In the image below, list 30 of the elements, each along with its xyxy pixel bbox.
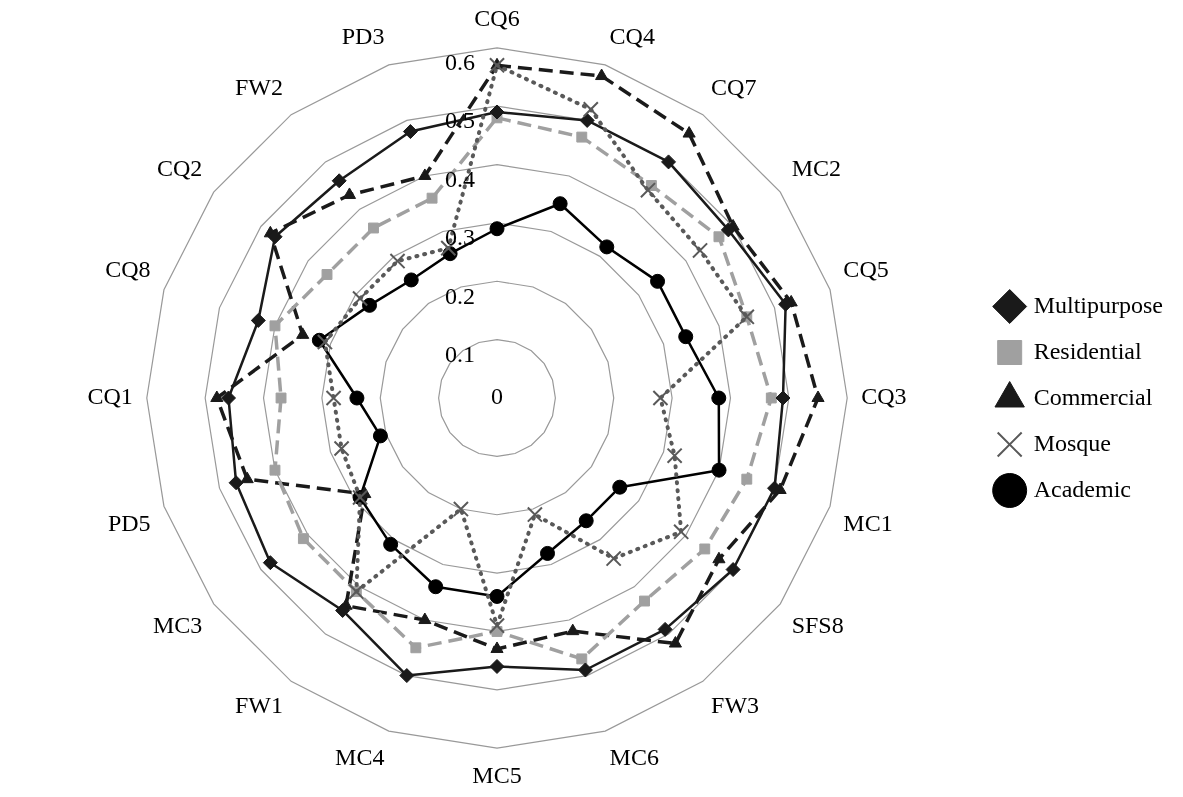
spoke-label: CQ5	[843, 256, 889, 283]
spoke-label: FW1	[234, 692, 283, 719]
spoke-label: CQ6	[474, 4, 520, 31]
spoke-label: SFS8	[791, 611, 844, 638]
y-tick-label: 0	[491, 383, 503, 410]
spoke-label: CQ3	[861, 383, 907, 410]
spoke-label: PD5	[107, 510, 151, 537]
y-tick-label: 0.4	[445, 165, 475, 192]
spoke-label: MC6	[609, 744, 659, 771]
legend-label: Residential	[1033, 337, 1142, 364]
spoke-label: CQ4	[609, 22, 655, 49]
legend-label: Commercial	[1033, 383, 1153, 410]
spoke-label: PD3	[341, 22, 385, 49]
spoke-label: CQ2	[157, 154, 203, 181]
spoke-label: MC3	[153, 611, 203, 638]
spoke-label: MC4	[335, 744, 385, 771]
spoke-label: MC2	[791, 154, 841, 181]
y-tick-label: 0.1	[445, 340, 475, 367]
spoke-label: CQ7	[711, 74, 757, 101]
legend-label: Academic	[1033, 475, 1131, 502]
y-tick-label: 0.2	[445, 282, 475, 309]
y-tick-label: 0.6	[445, 49, 475, 76]
spoke-label: MC1	[843, 510, 893, 537]
spoke-label: CQ8	[105, 256, 151, 283]
legend-label: Mosque	[1033, 429, 1112, 456]
spoke-label: MC5	[472, 761, 522, 788]
legend-label: Multipurpose	[1033, 291, 1163, 318]
spoke-label: FW3	[711, 692, 760, 719]
spoke-label: CQ1	[87, 383, 133, 410]
spoke-label: FW2	[234, 74, 283, 101]
